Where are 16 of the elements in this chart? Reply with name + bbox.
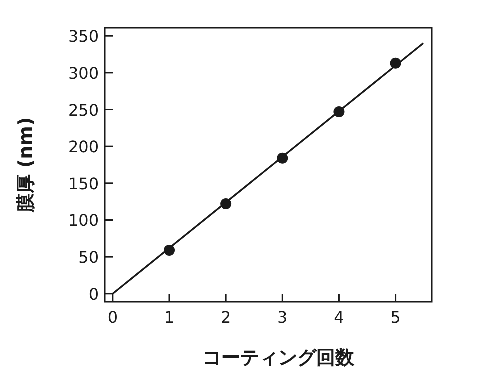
x-axis-title: コーティング回数 xyxy=(202,347,356,369)
y-tick-label: 0 xyxy=(88,284,99,304)
x-tick-label: 3 xyxy=(278,308,288,327)
y-tick-label: 150 xyxy=(68,174,99,194)
y-tick-label: 100 xyxy=(68,211,99,230)
y-tick-label: 300 xyxy=(68,64,99,83)
x-tick-label: 2 xyxy=(220,308,232,327)
x-tick-label: 0 xyxy=(108,308,118,327)
x-tick-label: 1 xyxy=(164,308,175,327)
x-tick-label: 4 xyxy=(334,308,344,327)
y-tick-label: 250 xyxy=(68,100,99,120)
y-axis-title: 膜厚 (nm) xyxy=(15,117,37,214)
y-tick-label: 50 xyxy=(78,248,99,268)
x-tick-label: 5 xyxy=(390,308,401,327)
y-tick-label: 200 xyxy=(68,138,99,157)
y-tick-label: 350 xyxy=(68,27,99,46)
